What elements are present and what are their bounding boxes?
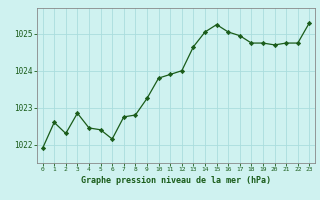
X-axis label: Graphe pression niveau de la mer (hPa): Graphe pression niveau de la mer (hPa) xyxy=(81,176,271,185)
